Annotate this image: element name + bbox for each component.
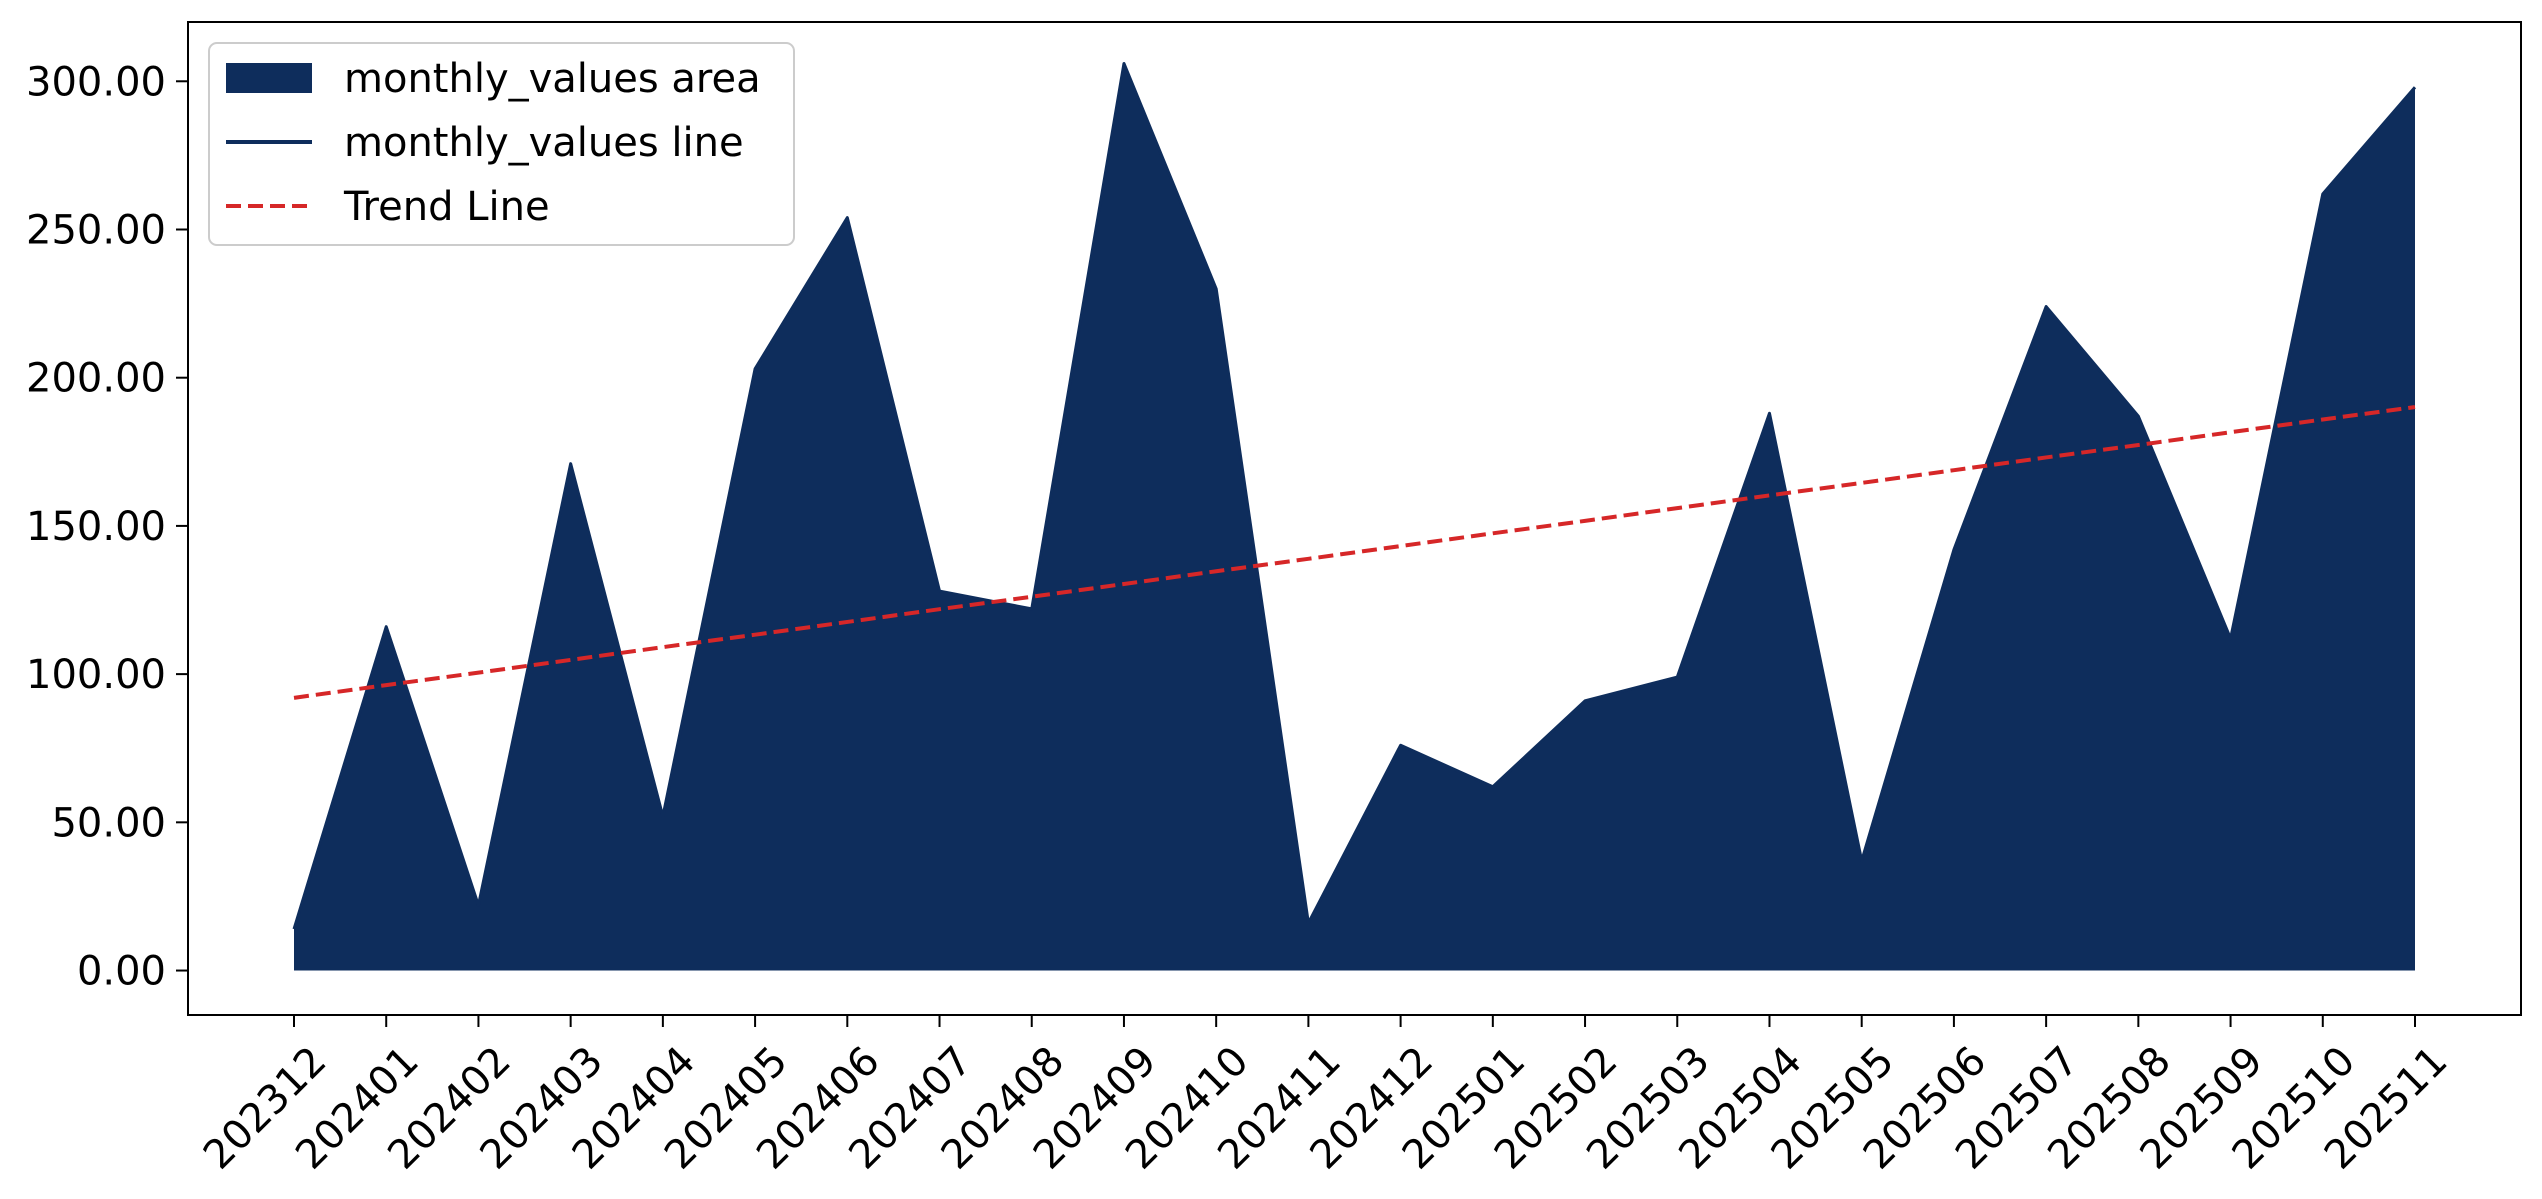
legend-box [208,42,795,246]
series-area-monthly-values [294,63,2415,971]
legend: monthly_values area monthly_values line Tr… [208,42,795,246]
y-tick-label: 50.00 [51,800,166,846]
legend-label: monthly_values area [344,56,761,102]
y-tick-label: 200.00 [26,356,166,402]
series-trend-line [293,405,2416,700]
y-tick-label: 0.00 [77,949,166,995]
y-tick-label: 300.00 [26,59,166,105]
legend-label: Trend Line [343,184,550,230]
axes-frame [187,21,2522,1016]
y-tick-label: 250.00 [26,207,166,253]
plot-area [292,61,2417,971]
legend-swatch-area [226,63,312,93]
legend-label: monthly_values line [344,120,744,166]
y-tick-label: 100.00 [26,652,166,698]
series-line-monthly-values [292,61,2417,930]
y-tick-label: 150.00 [26,504,166,550]
